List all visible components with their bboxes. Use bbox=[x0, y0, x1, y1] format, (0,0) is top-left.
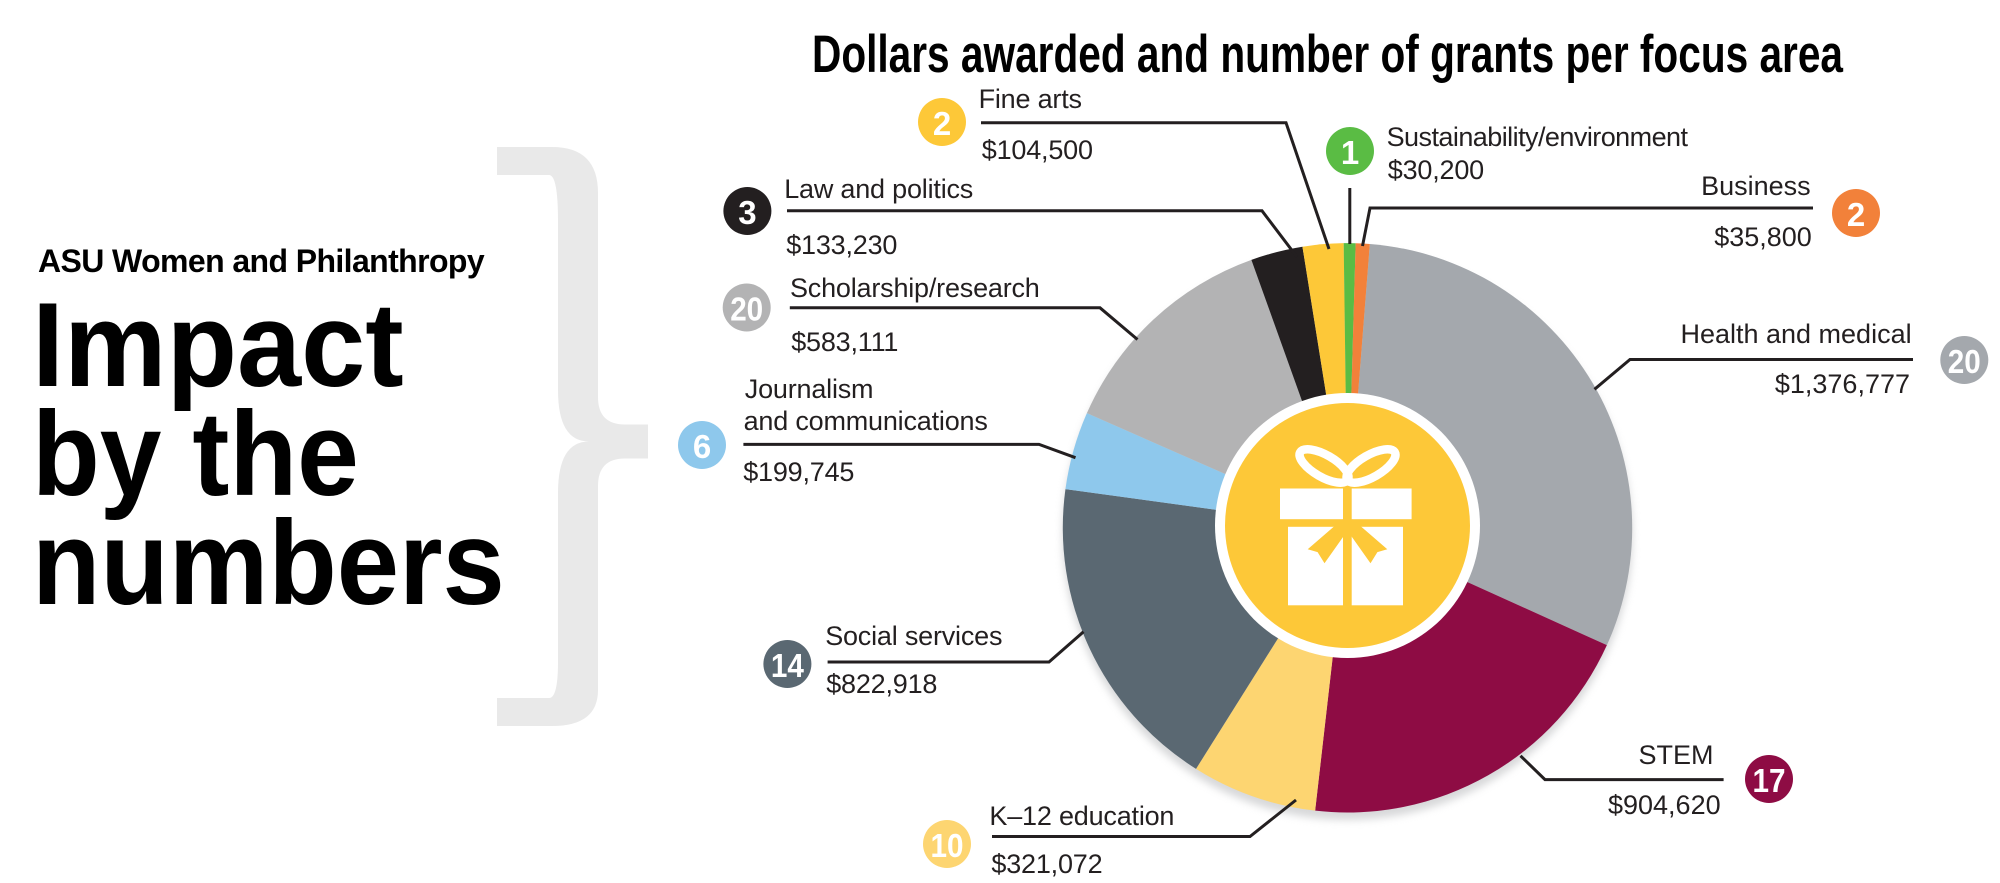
svg-text:10: 10 bbox=[931, 827, 964, 864]
svg-text:6: 6 bbox=[693, 428, 711, 465]
svg-text:20: 20 bbox=[1948, 343, 1981, 380]
svg-text:14: 14 bbox=[771, 647, 805, 684]
svg-text:17: 17 bbox=[1753, 762, 1786, 799]
svg-text:1: 1 bbox=[1341, 134, 1359, 171]
svg-text:2: 2 bbox=[1847, 196, 1865, 233]
svg-text:2: 2 bbox=[933, 105, 951, 142]
svg-text:20: 20 bbox=[730, 291, 763, 328]
svg-text:3: 3 bbox=[738, 194, 756, 231]
